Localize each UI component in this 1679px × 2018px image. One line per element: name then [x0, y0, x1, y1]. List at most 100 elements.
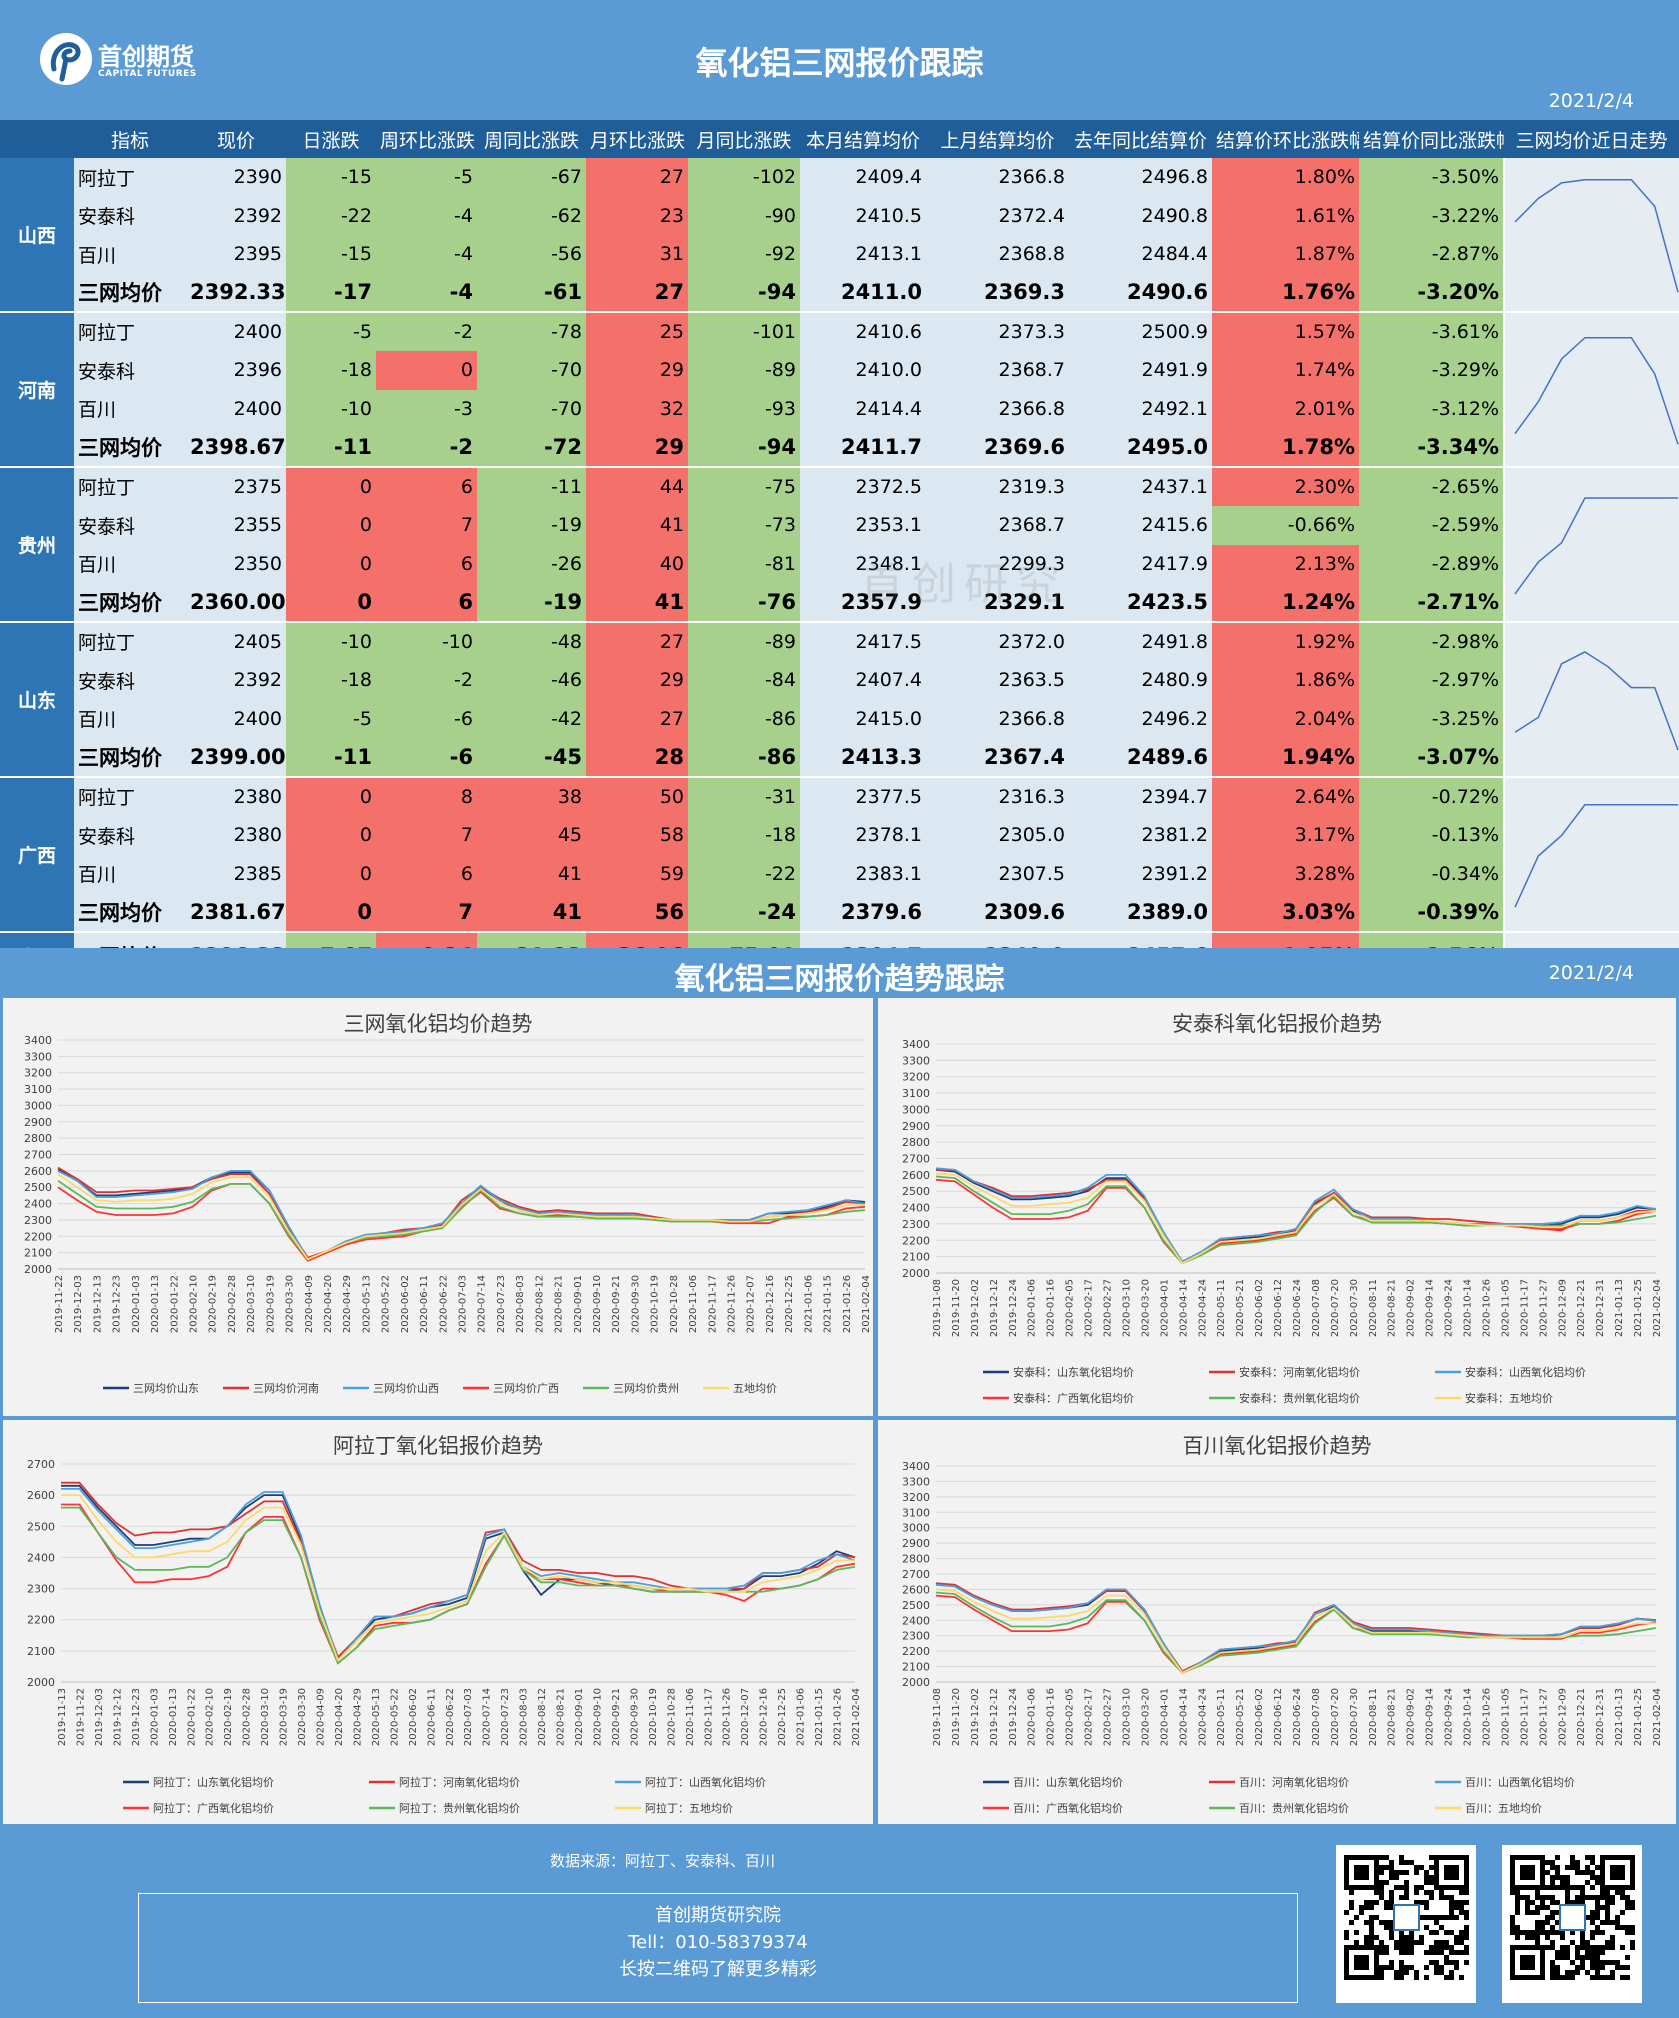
qr-module — [1439, 1915, 1444, 1920]
y-tick-label: 2000 — [24, 1263, 52, 1276]
qr-module — [1459, 1935, 1464, 1940]
qr-module — [1349, 1905, 1354, 1910]
qr-module — [1419, 1900, 1424, 1905]
value-cell: 2368.8 — [926, 235, 1069, 274]
qr-module — [1595, 1905, 1600, 1910]
qr-module — [1409, 1950, 1414, 1955]
table-row: 三网均价 2392.33 -17 -4 -61 27 -94 2411.0 2369.3 2490… — [0, 273, 1679, 313]
trend-sparkline — [1514, 497, 1678, 595]
trend-sparkline-cell — [1503, 312, 1679, 468]
qr-module — [1610, 1940, 1615, 1945]
x-tick-label: 2021-01-13 — [1614, 1688, 1625, 1746]
y-tick-label: 2100 — [902, 1661, 930, 1674]
x-tick-label: 2020-06-02 — [1254, 1279, 1265, 1337]
x-tick-label: 2020-08-21 — [1387, 1279, 1398, 1337]
x-tick-label: 2020-12-07 — [740, 1688, 751, 1746]
qr-module — [1555, 1885, 1560, 1890]
qr-module — [1600, 1945, 1605, 1950]
value-cell: 2480.9 — [1069, 660, 1212, 700]
value-cell: 2366.8 — [926, 699, 1069, 739]
value-cell: -2.87% — [1359, 235, 1504, 274]
qr-module — [1605, 1895, 1610, 1900]
qr-module — [1515, 1900, 1520, 1905]
chart-baichuan-plot: 3400 3300 3200 3100 3000 2900 2800 2700 2600 2500… — [902, 1460, 1663, 1815]
value-cell: 0 — [286, 893, 376, 933]
qr-module — [1394, 1885, 1399, 1890]
qr-module — [1530, 1935, 1535, 1940]
x-tick-label: 2020-07-08 — [1311, 1688, 1322, 1746]
source-name: 安泰科 — [74, 350, 186, 390]
qr-module — [1404, 1870, 1409, 1875]
source-name: 阿拉丁 — [74, 622, 186, 661]
value-cell: 1.80% — [1212, 158, 1359, 197]
qr-module — [1625, 1955, 1630, 1960]
qr-module — [1399, 1950, 1404, 1955]
x-tick-label: 2020-12-21 — [1576, 1688, 1587, 1746]
value-cell: 2299.3 — [926, 544, 1069, 584]
value-cell: 2385 — [186, 854, 286, 894]
qr-module — [1389, 1965, 1394, 1970]
value-cell: 2319.3 — [926, 467, 1069, 506]
region-label: 贵州 — [0, 467, 74, 623]
qr-center-logo — [1559, 1904, 1586, 1931]
qr-module — [1540, 1930, 1545, 1935]
legend-label: 百川：河南氧化铝均价 — [1239, 1775, 1349, 1789]
series-line — [61, 1503, 856, 1665]
x-tick-label: 2020-06-02 — [408, 1688, 419, 1746]
qr-module — [1550, 1970, 1555, 1975]
x-tick-label: 2020-01-22 — [186, 1688, 197, 1746]
qr-module — [1515, 1895, 1520, 1900]
qr-module — [1605, 1920, 1610, 1925]
qr-module — [1384, 1925, 1389, 1930]
value-cell: -5 — [286, 699, 376, 739]
qr-module — [1364, 1940, 1369, 1945]
x-tick-label: 2021-01-15 — [814, 1688, 825, 1746]
value-cell: 2.64% — [1212, 777, 1359, 816]
qr-code-right[interactable] — [1502, 1845, 1642, 2003]
qr-module — [1585, 1970, 1590, 1975]
value-cell: -3.50% — [1359, 158, 1504, 197]
qr-module — [1389, 1930, 1394, 1935]
y-tick-label: 2700 — [902, 1153, 930, 1166]
qr-module — [1399, 1870, 1404, 1875]
header-cell: 结算价同比涨跌幅 — [1359, 120, 1504, 158]
value-cell: 2413.3 — [800, 738, 926, 778]
table-row: 安泰科 2380 0 7 45 58 -18 2378.1 2305.0 2381.2 3.17% -… — [0, 815, 1679, 855]
y-tick-label: 2200 — [24, 1230, 52, 1243]
qr-module — [1454, 1915, 1459, 1920]
qr-module — [1590, 1920, 1595, 1925]
qr-module — [1399, 1940, 1404, 1945]
qr-module — [1580, 1965, 1585, 1970]
value-cell: 2369.3 — [926, 273, 1069, 313]
legend-label: 三网均价山东 — [133, 1382, 199, 1395]
qr-module — [1565, 1890, 1570, 1895]
qr-module — [1399, 1945, 1404, 1950]
value-cell: -3.20% — [1359, 273, 1504, 313]
region-label: 河南 — [0, 312, 74, 468]
legend-label: 三网均价河南 — [253, 1382, 319, 1395]
qr-module — [1424, 1890, 1429, 1895]
qr-module — [1389, 1900, 1394, 1905]
qr-module — [1525, 1895, 1530, 1900]
qr-module — [1394, 1970, 1399, 1975]
region-label: 山东 — [0, 622, 74, 778]
value-cell: 2378.1 — [800, 815, 926, 855]
x-tick-label: 2020-04-14 — [1178, 1279, 1189, 1337]
value-cell: 6 — [376, 544, 477, 584]
y-tick-label: 2200 — [902, 1645, 930, 1658]
qr-module — [1575, 1860, 1580, 1865]
value-cell: 41 — [477, 893, 586, 933]
qr-module — [1444, 1945, 1449, 1950]
value-cell: 6 — [376, 467, 477, 506]
qr-module — [1535, 1890, 1540, 1895]
qr-module — [1515, 1890, 1520, 1895]
qr-code-left[interactable] — [1336, 1845, 1476, 2003]
value-cell: 6 — [376, 854, 477, 894]
series-line — [935, 1583, 1657, 1674]
qr-module — [1580, 1870, 1585, 1875]
table-row: 三网均价 2381.67 0 7 41 56 -24 2379.6 2309.6 2389.0 3.… — [0, 893, 1679, 933]
qr-module — [1585, 1895, 1590, 1900]
value-cell: 2380 — [186, 777, 286, 816]
legend-label: 安泰科：贵州氧化铝均价 — [1239, 1391, 1360, 1405]
x-tick-label: 2019-11-13 — [57, 1688, 68, 1746]
